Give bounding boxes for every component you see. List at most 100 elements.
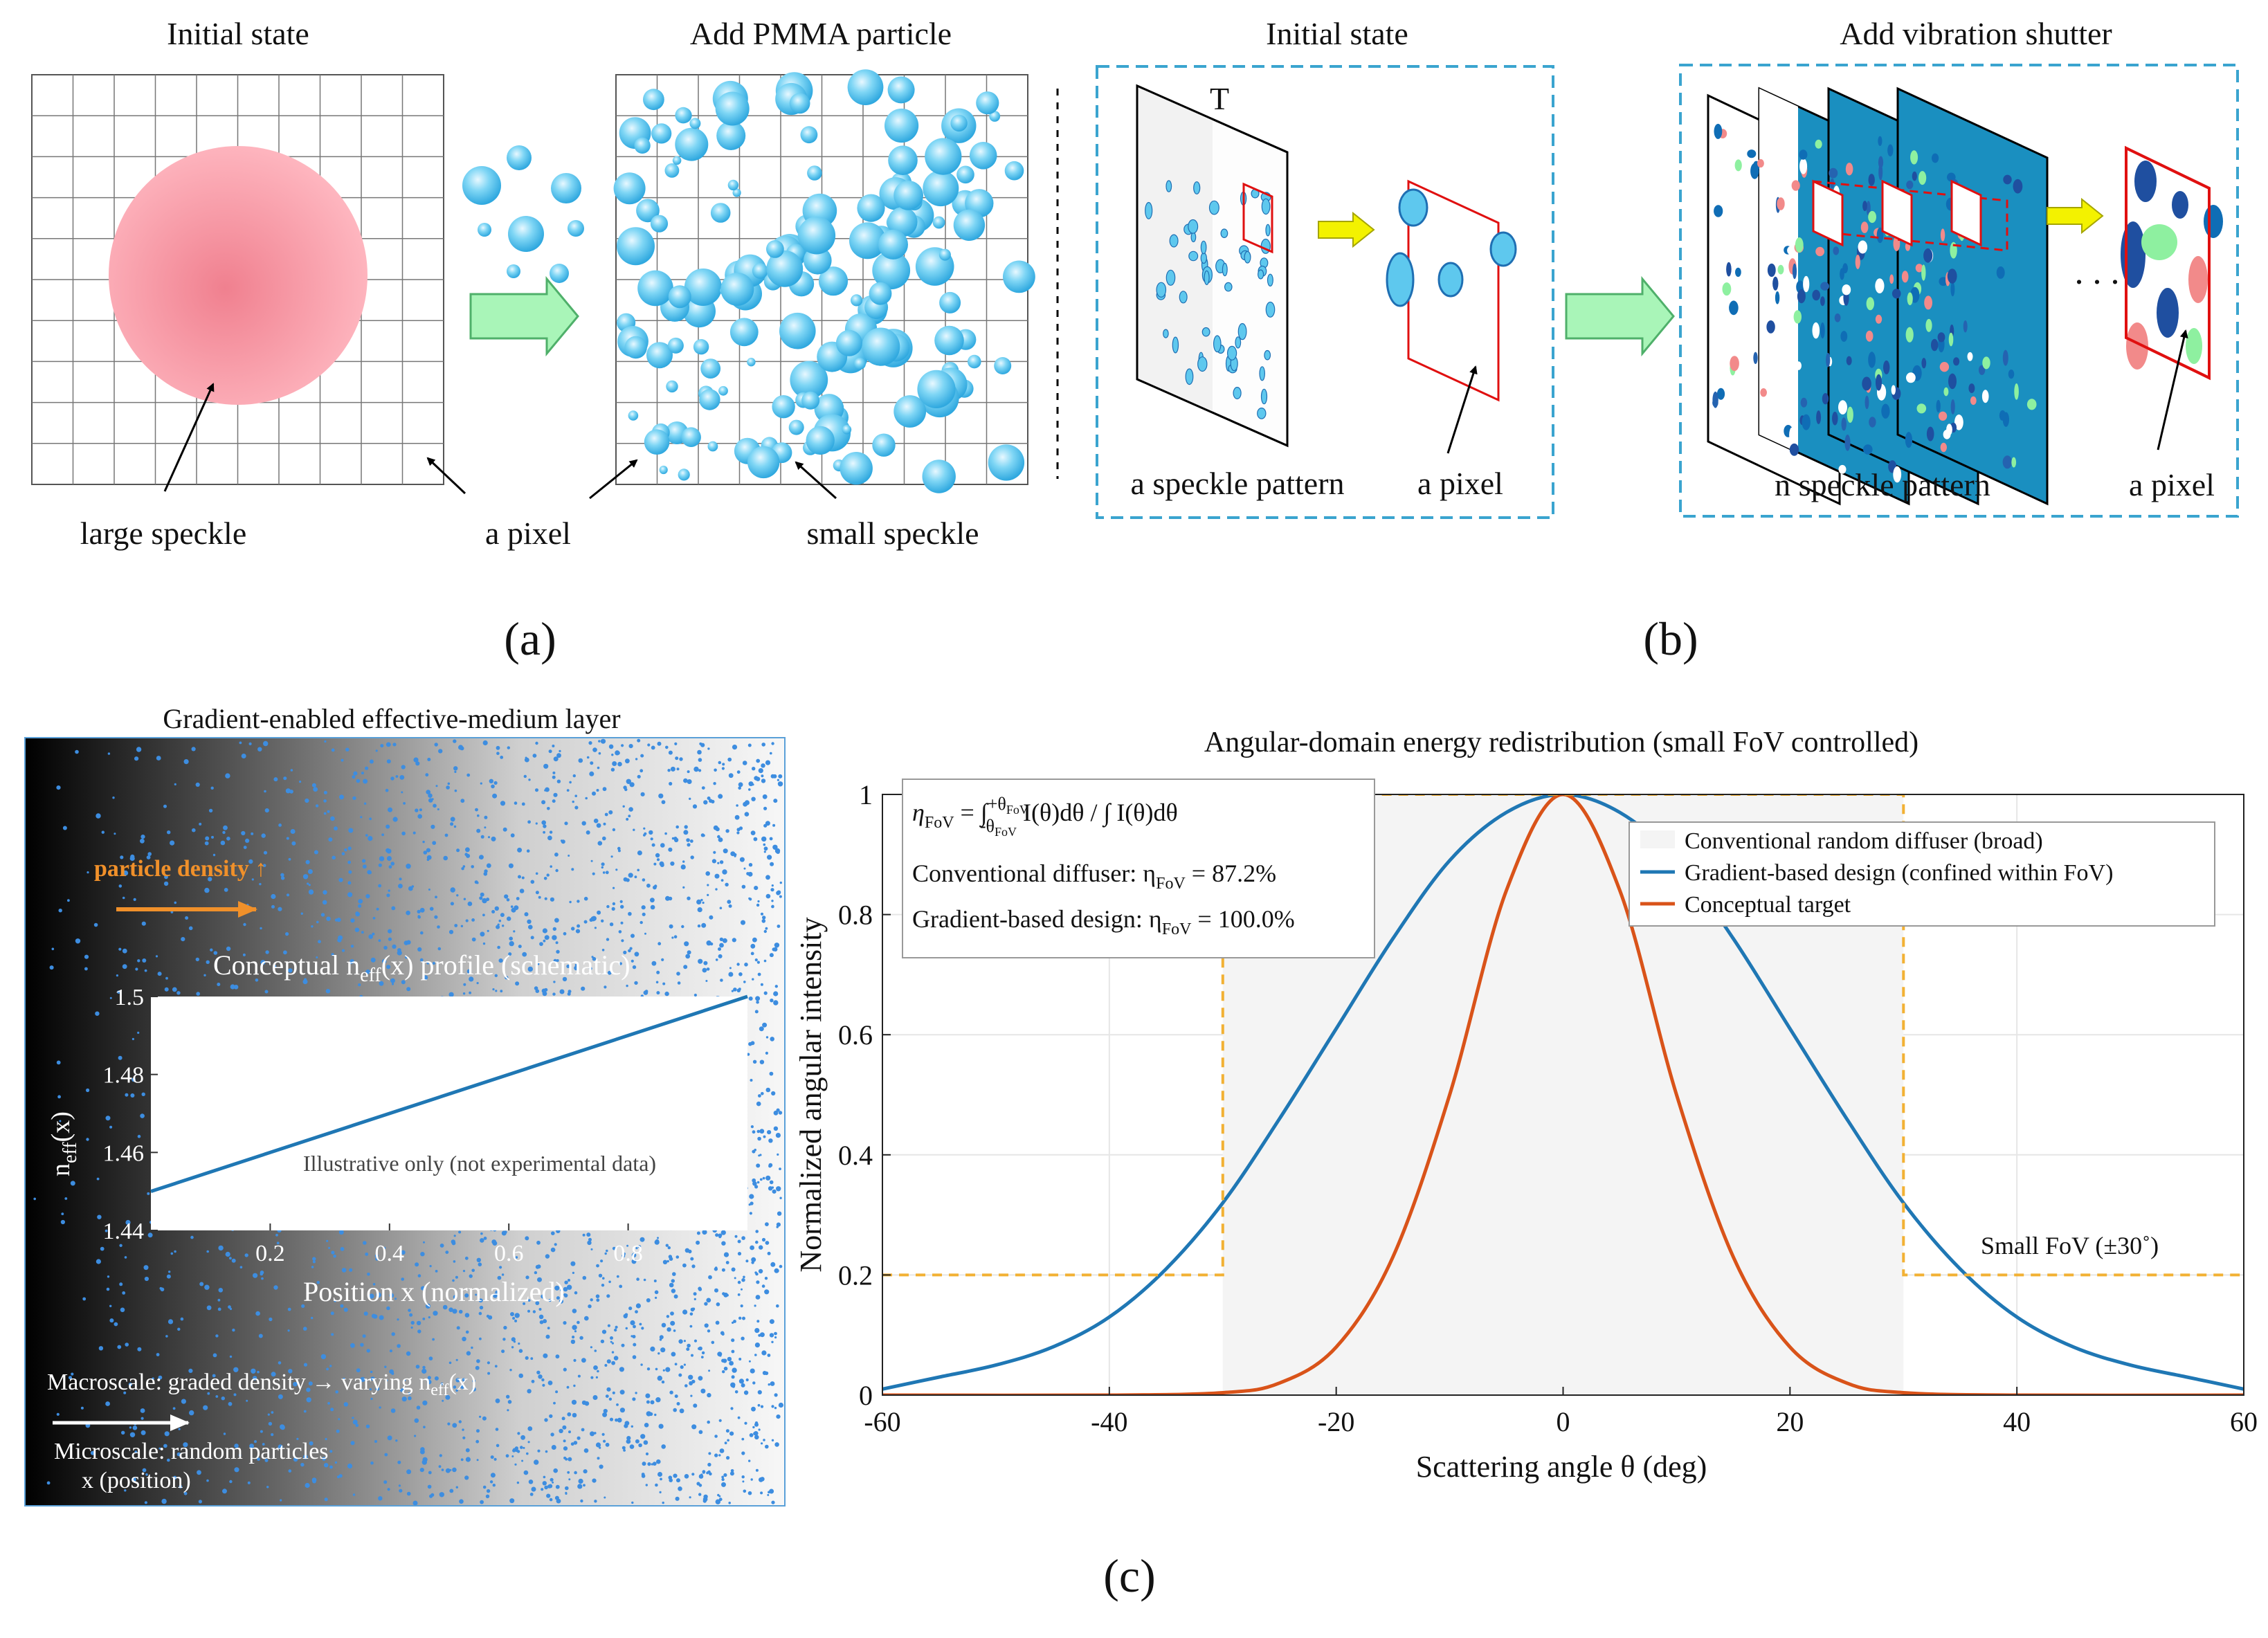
label-pixel-b-right: a pixel bbox=[2129, 467, 2215, 502]
layer-particle bbox=[604, 1364, 608, 1367]
layer-particle bbox=[751, 1261, 754, 1264]
layer-particle bbox=[603, 822, 606, 826]
stack-speckle bbox=[1838, 464, 1847, 474]
layer-particle bbox=[271, 1411, 274, 1414]
layer-particle bbox=[572, 1271, 575, 1274]
layer-particle bbox=[375, 749, 378, 752]
layer-particle bbox=[693, 993, 698, 997]
layer-particle bbox=[581, 1400, 587, 1405]
layer-particle bbox=[328, 837, 333, 842]
layer-particle bbox=[398, 884, 403, 889]
layer-particle bbox=[684, 941, 689, 947]
layer-particle bbox=[701, 1351, 705, 1355]
layer-particle bbox=[779, 1167, 781, 1170]
layer-particle bbox=[760, 983, 763, 986]
layer-particle bbox=[718, 947, 721, 951]
layer-particle bbox=[388, 807, 392, 812]
fov-label: Small FoV (±30˚) bbox=[1981, 1232, 2159, 1259]
layer-particle bbox=[755, 1230, 759, 1233]
layer-particle bbox=[385, 742, 391, 747]
layer-particle bbox=[454, 789, 457, 792]
layer-particle bbox=[563, 1321, 567, 1325]
efficiency-box bbox=[902, 779, 1375, 958]
layer-particle bbox=[397, 1460, 401, 1464]
sheet-speckle bbox=[1172, 336, 1179, 354]
layer-particle bbox=[642, 1462, 646, 1466]
stack-speckle bbox=[2002, 349, 2008, 366]
layer-particle bbox=[700, 743, 705, 747]
layer-particle bbox=[729, 1431, 734, 1436]
layer-particle bbox=[525, 1356, 529, 1360]
layer-particle bbox=[401, 1388, 405, 1392]
layer-particle bbox=[183, 759, 189, 765]
layer-particle bbox=[749, 1194, 754, 1199]
layer-particle bbox=[60, 1219, 65, 1225]
inset-xtick-label: 0.6 bbox=[494, 1241, 524, 1266]
layer-particle bbox=[476, 982, 479, 985]
layer-particle bbox=[416, 1320, 421, 1326]
layer-particle bbox=[754, 958, 758, 962]
layer-particle bbox=[707, 893, 709, 896]
stack-speckle bbox=[1865, 330, 1874, 342]
layer-particle bbox=[56, 1060, 61, 1065]
layer-particle bbox=[760, 1477, 765, 1482]
layer-particle bbox=[503, 1325, 507, 1330]
layer-particle bbox=[460, 925, 464, 928]
layer-particle bbox=[676, 1478, 680, 1483]
layer-particle bbox=[453, 766, 458, 771]
layer-particle bbox=[158, 1447, 161, 1450]
layer-particle bbox=[612, 761, 617, 766]
layer-particle bbox=[756, 1129, 761, 1134]
layer-particle bbox=[363, 1311, 368, 1316]
layer-particle bbox=[422, 1365, 426, 1369]
layer-particle bbox=[493, 1457, 497, 1461]
stack-speckle bbox=[1978, 365, 1986, 375]
layer-particle bbox=[553, 756, 559, 762]
layer-particle bbox=[336, 1475, 341, 1479]
layer-particle bbox=[386, 856, 392, 861]
layer-particle bbox=[759, 1178, 763, 1181]
layer-particle bbox=[730, 1382, 736, 1388]
layer-particle bbox=[727, 1356, 732, 1362]
layer-particle bbox=[447, 1422, 451, 1426]
layer-particle bbox=[633, 828, 635, 831]
layer-particle bbox=[771, 1340, 774, 1344]
layer-particle bbox=[551, 1445, 556, 1450]
layer-particle bbox=[273, 965, 277, 968]
layer-particle bbox=[316, 1281, 320, 1284]
layer-particle bbox=[732, 1321, 734, 1324]
layer-particle bbox=[348, 870, 352, 874]
layer-particle bbox=[280, 1499, 282, 1502]
layer-particle bbox=[327, 810, 330, 813]
layer-particle bbox=[592, 872, 595, 875]
stack-speckle bbox=[1791, 180, 1800, 191]
layer-particle bbox=[525, 756, 527, 759]
sheet-speckle bbox=[1265, 224, 1271, 237]
layer-particle bbox=[330, 816, 335, 821]
layer-particle bbox=[769, 1319, 774, 1325]
layer-particle bbox=[644, 1423, 649, 1428]
layer-particle bbox=[123, 1391, 127, 1394]
pmma-bubble bbox=[613, 172, 646, 205]
pmma-bubble bbox=[715, 91, 750, 126]
layer-particle bbox=[757, 1403, 761, 1407]
layer-particle bbox=[399, 775, 405, 780]
layer-particle bbox=[465, 919, 469, 922]
stack-speckle bbox=[1803, 275, 1810, 293]
layer-particle bbox=[325, 989, 331, 994]
layer-particle bbox=[350, 918, 355, 923]
layer-particle bbox=[626, 1439, 631, 1444]
layer-particle bbox=[476, 1359, 480, 1363]
layer-particle bbox=[737, 1293, 741, 1296]
layer-particle bbox=[743, 867, 746, 870]
layer-particle bbox=[570, 1261, 576, 1266]
layer-particle bbox=[280, 1424, 285, 1430]
layer-particle bbox=[751, 1406, 756, 1412]
layer-particle bbox=[122, 870, 126, 874]
layer-particle bbox=[437, 947, 442, 951]
layer-particle bbox=[586, 1232, 591, 1237]
layer-particle bbox=[771, 1500, 775, 1504]
layer-particle bbox=[226, 946, 231, 952]
layer-particle bbox=[585, 797, 588, 800]
layer-particle bbox=[511, 1346, 514, 1349]
